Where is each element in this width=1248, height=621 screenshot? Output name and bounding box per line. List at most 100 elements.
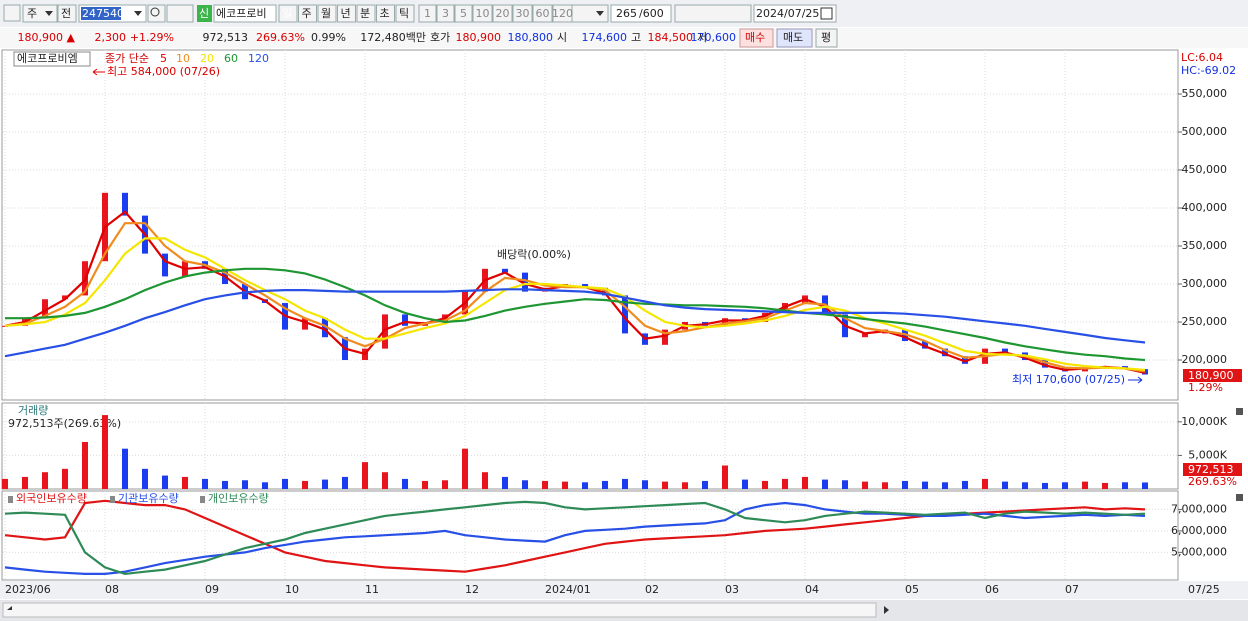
code: 247540 [82,7,124,20]
candle [942,348,948,357]
volume-bar [142,468,148,489]
change-pct: +1.29% [130,31,174,44]
interval-button[interactable] [356,4,376,23]
interval[interactable]: 일 [282,6,292,20]
sell[interactable]: 매도 [783,31,803,44]
tool-icons[interactable] [674,4,752,23]
x-tick-label: 04 [805,583,819,596]
line-series [4,501,1146,575]
line-series [4,500,1146,576]
interval[interactable]: 주 [302,7,312,20]
volume-bar [1062,482,1068,489]
minute[interactable]: 30 [516,7,530,20]
volume-bar [442,480,448,489]
minute-button[interactable] [512,4,533,23]
interval-select[interactable] [571,4,609,23]
minute-button[interactable] [436,4,455,23]
low: 170,600 [691,31,737,44]
price: 180,900 ▲ [18,31,76,44]
volume-bar [302,480,308,489]
minute[interactable]: 60 [536,7,550,20]
title-box [13,51,91,67]
candle [42,299,48,319]
hc: HC:-69.02 [1181,64,1236,77]
volume-bar [62,468,68,489]
dropdown-icon [45,11,53,16]
change: 2,300 [95,31,127,44]
buy-button[interactable] [739,28,774,48]
panel-close[interactable] [1236,494,1243,501]
amount: 172,480백만 [360,31,426,44]
minute-button[interactable] [552,4,573,23]
minute-button[interactable] [472,4,493,23]
volume-bar [742,479,748,489]
layout-button[interactable] [3,4,21,22]
interval[interactable]: 분 [360,7,370,20]
scroll-track[interactable] [2,602,877,618]
volume-bar [402,478,408,489]
interval[interactable]: 초 [380,7,390,20]
minute[interactable]: 1 [424,7,431,20]
interval[interactable]: 년 [341,7,351,20]
candle [622,295,628,334]
panel-close[interactable] [1236,408,1243,415]
minute[interactable]: 5 [460,7,467,20]
volume-bar [942,482,948,489]
y-tick-label: 500,000 [1182,125,1228,138]
sell-button[interactable] [776,28,813,48]
sound-button[interactable] [166,4,194,23]
volume-bar [342,476,348,489]
interval[interactable]: 월 [321,7,331,20]
chart-title: 에코프로비엠 [17,52,78,65]
minute[interactable]: 3 [442,7,449,20]
volume-bar [2,478,8,489]
count-box[interactable] [610,4,672,23]
avg-button[interactable] [815,28,838,48]
candle [1082,367,1088,372]
high-label: 고 [631,31,641,44]
interval-button[interactable] [317,4,337,23]
line-series [5,267,1146,362]
price-panel [1,49,1179,401]
minute[interactable]: 20 [496,7,510,20]
bid-label: 호가 [430,31,450,44]
interval-button[interactable] [395,4,415,23]
interval[interactable]: 틱 [399,7,409,20]
volume-tag-label: 972,513 [1188,463,1234,476]
buy[interactable]: 매수 [745,31,765,44]
y-tick-label: 550,000 [1182,87,1228,100]
volume-bar [562,481,568,489]
volume-bar [1082,481,1088,489]
avg[interactable]: 평 [821,31,831,44]
period-select[interactable] [22,4,58,23]
minute-button[interactable] [532,4,553,23]
volume-bar [702,480,708,489]
volume-bar [242,480,248,489]
volume-bar [1142,482,1148,489]
minute-button[interactable] [492,4,513,23]
minute-button[interactable] [454,4,473,23]
minute[interactable]: 120 [552,7,573,20]
candle [122,192,128,216]
calendar-icon[interactable] [820,7,833,20]
legend-title: 종가 단순 [105,52,149,65]
legend-swatch [110,496,115,503]
candle [1042,360,1048,368]
high: 184,500 [648,31,694,44]
search-button[interactable] [147,4,166,23]
prev-button[interactable] [57,4,77,23]
interval-button[interactable] [376,4,395,23]
interval-button[interactable] [337,4,356,23]
x-tick-label: 12 [465,583,479,596]
interval-button[interactable] [298,4,317,23]
candle [662,329,668,345]
y-tick-label: 6,000,000 [1171,524,1227,537]
ask: 180,900 [456,31,502,44]
date-box[interactable] [753,4,837,23]
minute-button[interactable] [418,4,437,23]
candle [862,333,868,338]
volume-bar [962,480,968,489]
minute[interactable]: 10 [476,7,490,20]
volume-bar [1122,482,1128,489]
interval-button[interactable] [278,4,298,23]
